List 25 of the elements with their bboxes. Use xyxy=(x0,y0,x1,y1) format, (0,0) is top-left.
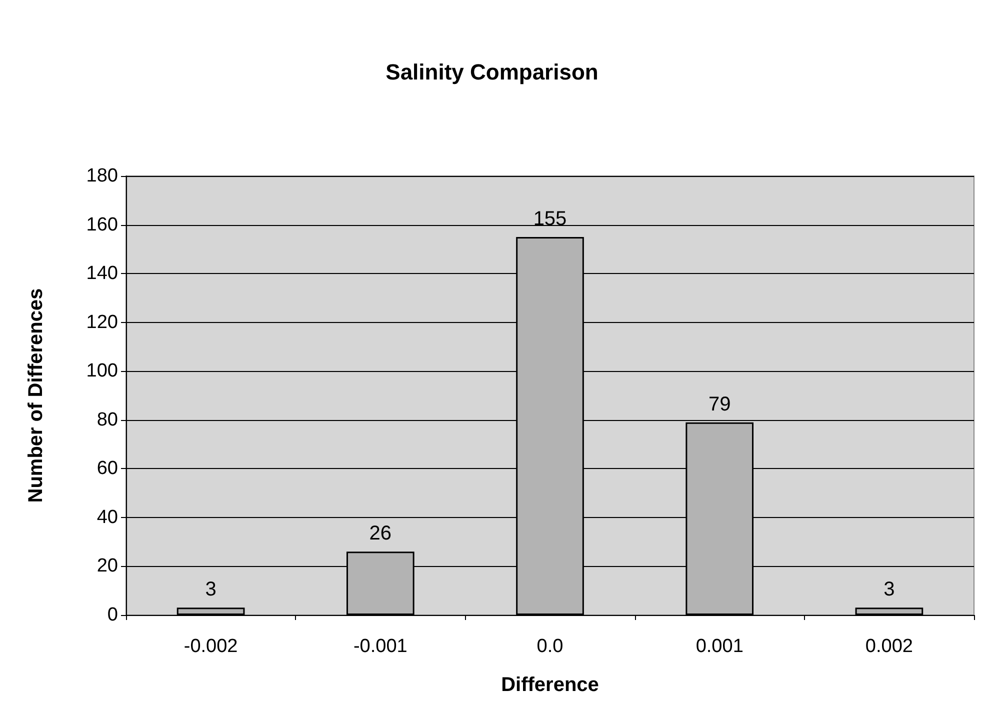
y-tick-label: 20 xyxy=(96,556,118,577)
bar xyxy=(176,608,245,615)
y-tick-label: 160 xyxy=(86,214,118,236)
x-tick-label: -0.001 xyxy=(353,636,408,657)
y-tick-label: 0 xyxy=(107,604,118,626)
bar xyxy=(855,608,924,615)
data-label: 3 xyxy=(205,578,216,601)
x-tick-label: 0.002 xyxy=(865,636,913,657)
y-axis-title: Number of Differences xyxy=(25,288,47,503)
x-axis-title: Difference xyxy=(501,674,599,696)
data-label: 79 xyxy=(708,393,731,416)
data-label: 26 xyxy=(369,522,392,545)
y-tick-label: 100 xyxy=(86,360,118,382)
data-label: 155 xyxy=(533,208,567,230)
y-tick-label: 120 xyxy=(86,312,118,333)
y-tick-label: 180 xyxy=(86,166,118,186)
data-label: 3 xyxy=(884,578,895,601)
x-tick-label: -0.002 xyxy=(184,636,238,657)
y-tick-label: 60 xyxy=(96,458,118,480)
y-tick-label: 140 xyxy=(86,263,118,284)
chart-title: Salinity Comparison xyxy=(386,60,598,84)
y-tick-label: 40 xyxy=(96,506,118,528)
y-tick-label: 80 xyxy=(96,409,118,430)
x-tick-label: 0.001 xyxy=(696,636,744,657)
x-tick-label: 0.0 xyxy=(536,636,564,657)
